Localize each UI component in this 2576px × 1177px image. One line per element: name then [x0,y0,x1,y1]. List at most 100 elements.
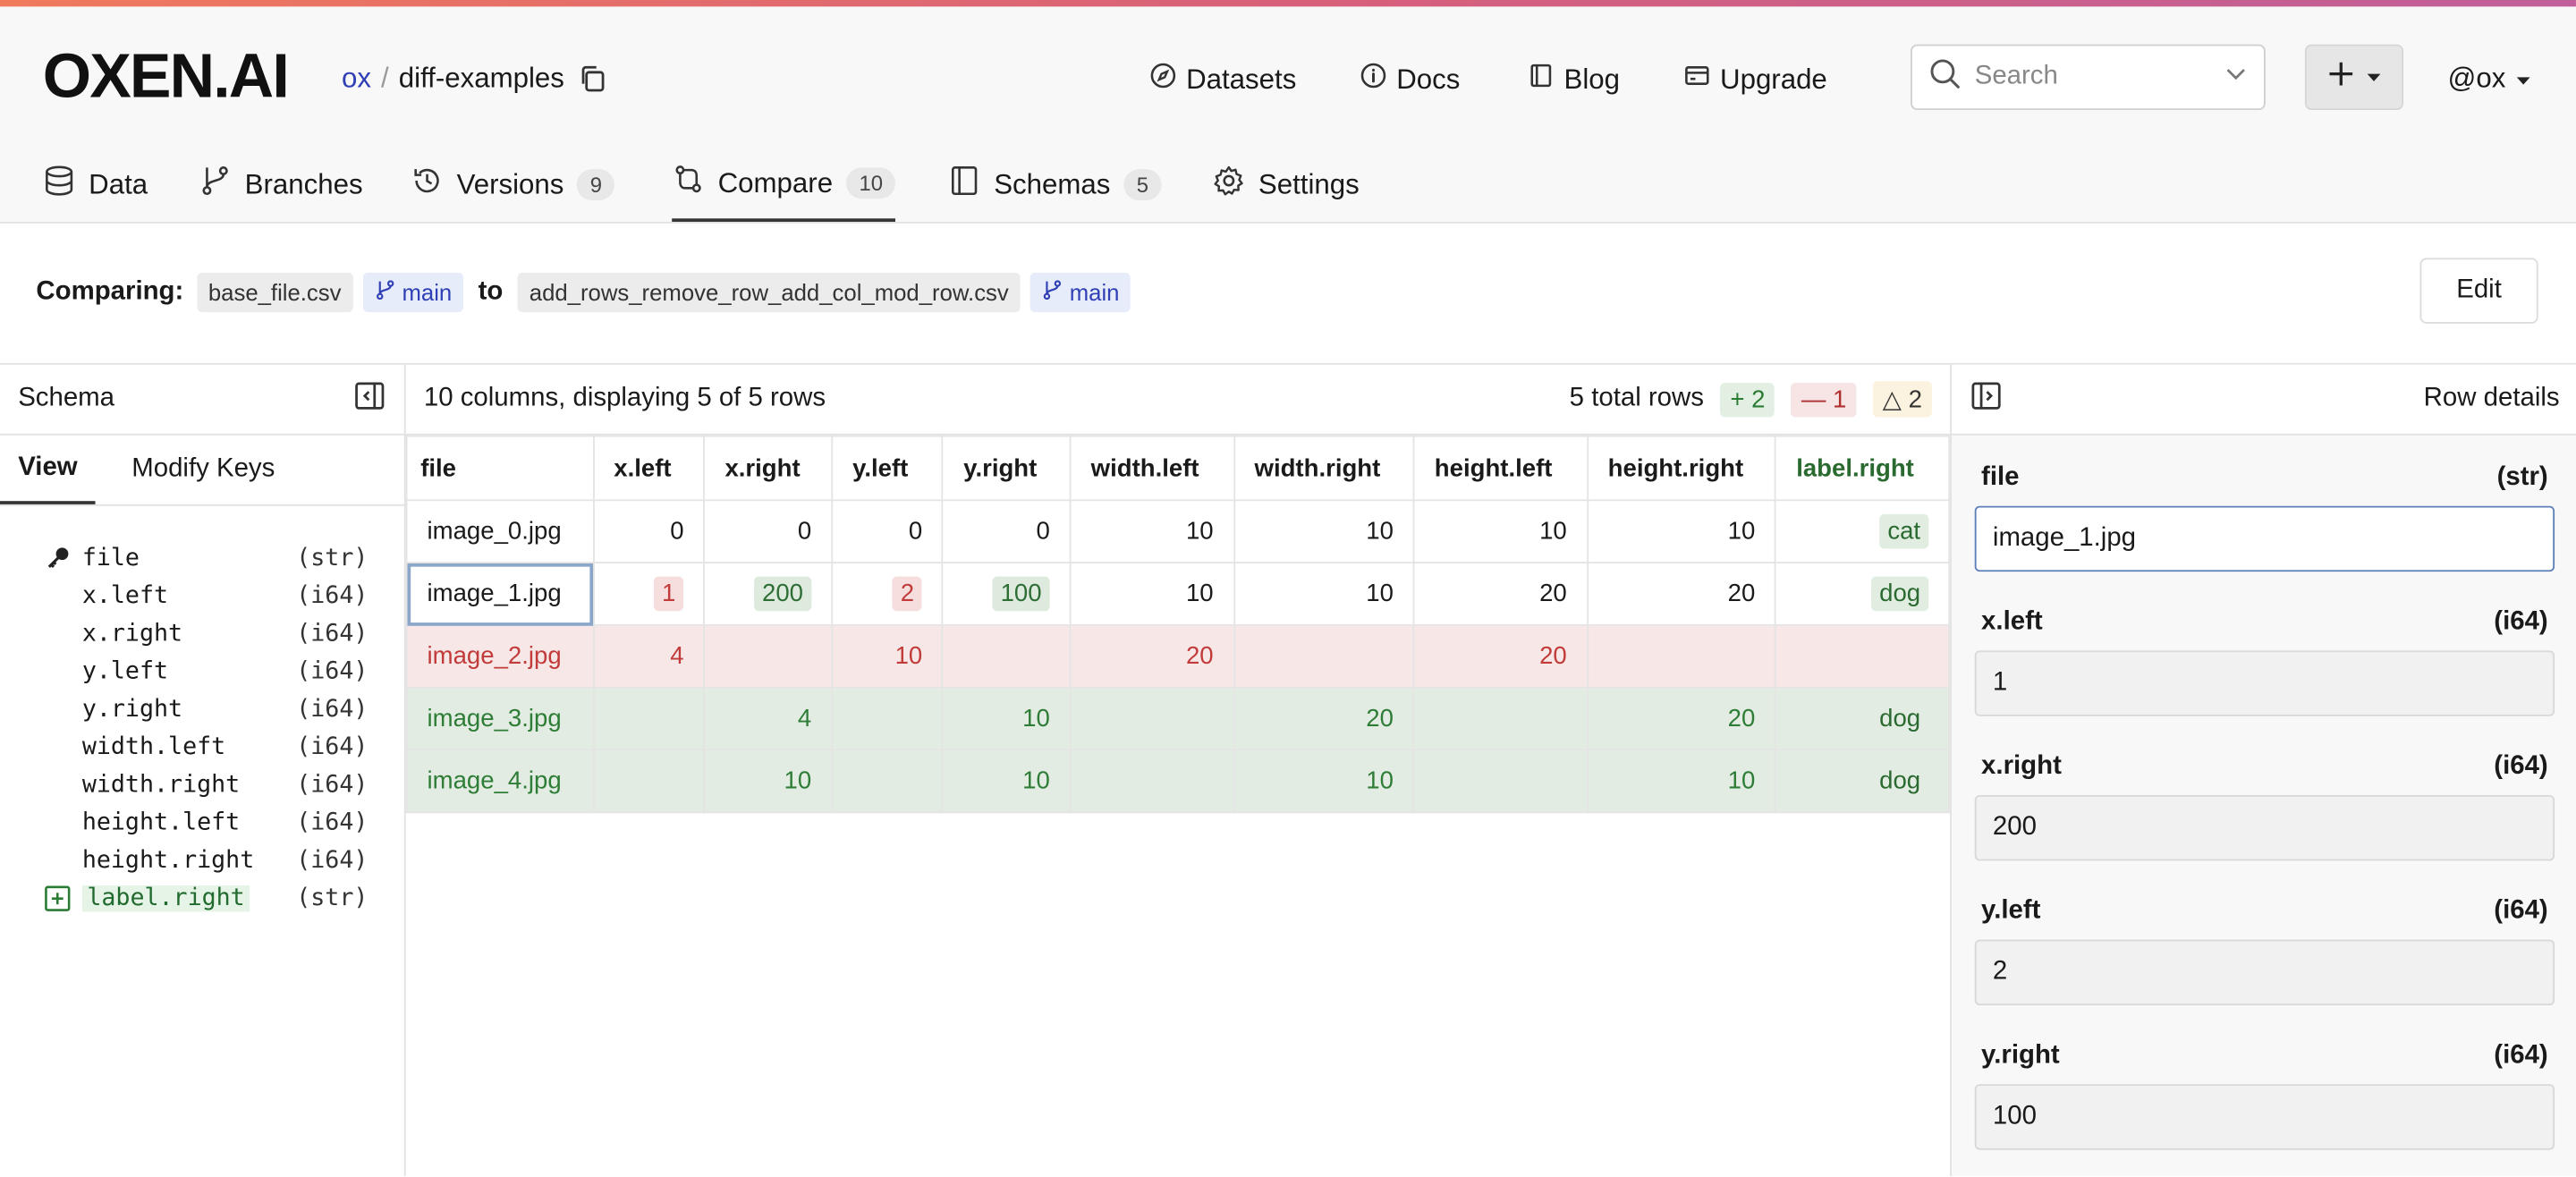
nav-datasets[interactable]: Datasets [1150,63,1296,97]
table-cell[interactable]: image_0.jpg [405,499,595,563]
table-cell[interactable]: 20 [1586,562,1777,626]
schema-tab-modify-keys[interactable]: Modify Keys [131,454,275,483]
table-cell[interactable] [831,749,945,814]
table-cell[interactable] [592,749,706,814]
detail-field-input[interactable]: 200 [1974,794,2555,861]
table-cell[interactable] [703,623,834,689]
table-cell[interactable] [1069,749,1235,814]
column-header[interactable]: width.left [1069,435,1235,502]
table-cell[interactable]: image_3.jpg [405,686,595,751]
base-branch-chip[interactable]: main [362,272,464,312]
column-header[interactable]: label.right [1775,435,1951,502]
table-cell[interactable]: 10 [831,623,945,689]
schema-tab-view[interactable]: View [0,436,96,504]
table-cell[interactable]: 20 [1412,562,1589,626]
schema-field-row[interactable]: x.left (i64) [43,577,369,614]
user-menu[interactable]: @ox [2448,63,2532,96]
table-cell[interactable] [1775,623,1951,689]
table-cell[interactable]: 100 [942,562,1072,626]
head-branch-chip[interactable]: main [1030,272,1131,312]
table-cell[interactable]: 20 [1586,686,1777,751]
schema-field-row[interactable]: label.right (str) [43,879,368,917]
table-cell[interactable]: 10 [1233,499,1415,563]
column-header[interactable]: x.left [592,435,706,502]
oxen-logo[interactable]: OXEN.AI [42,42,290,112]
schema-field-row[interactable]: width.right (i64) [43,766,369,803]
table-cell[interactable]: dog [1775,562,1951,626]
tab-schemas[interactable]: Schemas 5 [948,148,1162,222]
table-cell[interactable]: cat [1775,499,1951,563]
column-header[interactable]: y.right [942,435,1072,502]
collapse-panel-icon[interactable] [353,378,386,419]
table-cell[interactable]: 10 [942,749,1072,814]
column-header[interactable]: file [405,435,595,502]
table-cell[interactable] [1412,749,1589,814]
column-header[interactable]: height.right [1586,435,1777,502]
table-row[interactable]: image_2.jpg 4 10 20 20 [405,623,1951,689]
table-cell[interactable] [1233,623,1415,689]
table-cell[interactable] [942,623,1072,689]
schema-field-row[interactable]: y.left (i64) [43,652,369,690]
detail-field-input[interactable]: image_1.jpg [1974,505,2555,572]
nav-docs[interactable]: Docs [1360,63,1460,97]
base-file-chip[interactable]: base_file.csv [197,272,353,312]
repo-link[interactable]: diff-examples [398,62,564,94]
table-cell[interactable]: 10 [1069,499,1235,563]
table-cell[interactable]: dog [1775,749,1951,814]
schema-field-row[interactable]: height.right (i64) [43,841,369,878]
schema-field-row[interactable]: file (str) [43,538,368,576]
column-header[interactable]: x.right [703,435,834,502]
table-cell[interactable] [1586,623,1777,689]
table-row[interactable]: image_3.jpg 4 10 20 20 dog [405,686,1951,751]
search-input[interactable]: Search [1911,44,2266,111]
table-cell[interactable]: 200 [703,562,834,626]
detail-field-input[interactable]: 2 [1974,939,2555,1006]
table-cell[interactable]: 10 [1233,562,1415,626]
table-cell[interactable]: 20 [1233,686,1415,751]
nav-upgrade[interactable]: Upgrade [1684,63,1827,97]
table-row[interactable]: image_1.jpg 1 200 2 100 10 10 20 20 dog [405,562,1951,626]
table-cell[interactable]: dog [1775,686,1951,751]
table-cell[interactable]: 4 [703,686,834,751]
table-cell[interactable]: 10 [942,686,1072,751]
column-header[interactable]: width.right [1233,435,1415,502]
table-cell[interactable] [1069,686,1235,751]
table-cell[interactable]: 0 [831,499,945,563]
schema-field-row[interactable]: width.left (i64) [43,728,369,766]
table-cell[interactable]: 10 [1586,749,1777,814]
table-cell[interactable]: 10 [1069,562,1235,626]
column-header[interactable]: y.left [831,435,945,502]
table-cell[interactable] [1412,686,1589,751]
table-cell[interactable]: 2 [831,562,945,626]
nav-blog[interactable]: Blog [1528,63,1620,97]
table-cell[interactable]: 10 [1233,749,1415,814]
tab-compare[interactable]: Compare 10 [672,148,896,222]
table-cell[interactable] [592,686,706,751]
table-cell[interactable]: 20 [1069,623,1235,689]
table-cell[interactable]: image_2.jpg [405,623,595,689]
detail-field-input[interactable]: 1 [1974,650,2555,716]
table-row[interactable]: image_0.jpg 0 0 0 0 10 10 10 10 cat [405,499,1951,563]
tab-settings[interactable]: Settings [1212,148,1360,222]
table-cell[interactable]: image_1.jpg [405,562,595,626]
table-cell[interactable]: 10 [1586,499,1777,563]
schema-field-row[interactable]: y.right (i64) [43,690,369,727]
detail-field-input[interactable]: 100 [1974,1084,2555,1150]
table-cell[interactable]: 1 [592,562,706,626]
table-row[interactable]: image_4.jpg 10 10 10 10 dog [405,749,1951,814]
owner-link[interactable]: ox [342,62,372,94]
table-cell[interactable]: image_4.jpg [405,749,595,814]
table-cell[interactable]: 4 [592,623,706,689]
schema-field-row[interactable]: x.right (i64) [43,614,369,652]
new-button[interactable] [2304,44,2404,111]
tab-data[interactable]: Data [43,148,148,222]
table-cell[interactable]: 0 [592,499,706,563]
copy-icon[interactable] [578,64,607,94]
table-cell[interactable]: 0 [703,499,834,563]
table-cell[interactable]: 10 [703,749,834,814]
table-cell[interactable]: 20 [1412,623,1589,689]
table-cell[interactable]: 0 [942,499,1072,563]
table-cell[interactable]: 10 [1412,499,1589,563]
tab-branches[interactable]: Branches [199,148,363,222]
tab-versions[interactable]: Versions 9 [411,148,615,222]
